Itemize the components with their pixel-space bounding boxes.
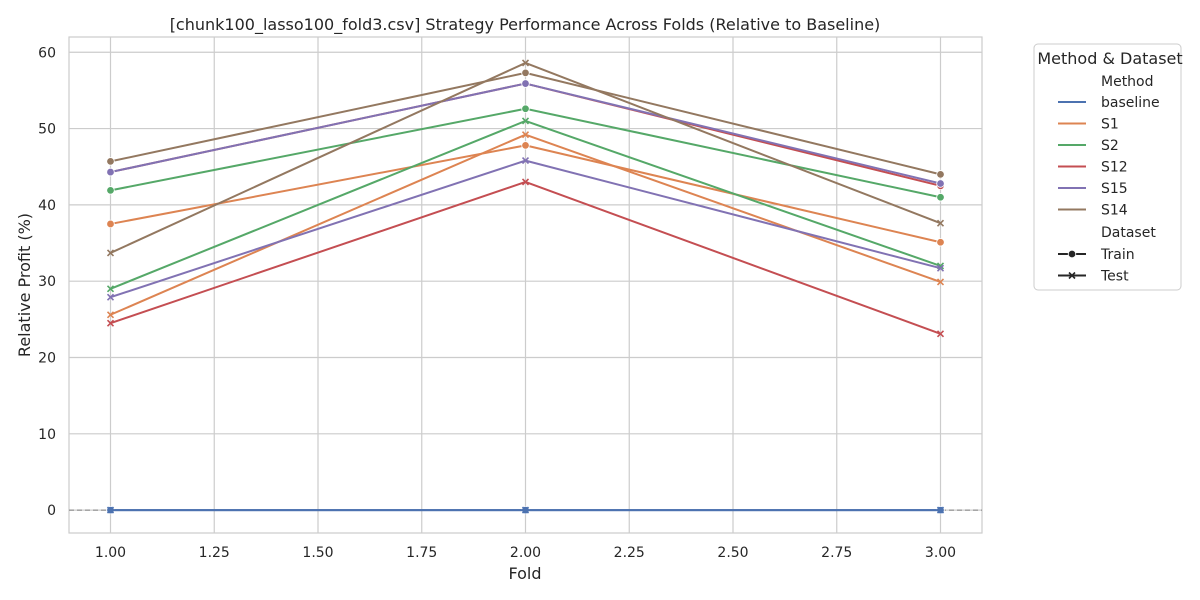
series: [106, 59, 945, 515]
data-point-x: [106, 319, 115, 327]
data-point-x: [936, 219, 945, 227]
series-s15-test: [106, 157, 945, 301]
y-tick-label: 60: [38, 45, 56, 61]
data-point-x: [106, 249, 115, 257]
x-tick-label: 1.00: [95, 545, 126, 561]
legend-box: [1033, 43, 1182, 291]
chart-title: [chunk100_lasso100_fold3.csv] Strategy P…: [170, 15, 881, 35]
x-tick-label: 2.00: [510, 545, 541, 561]
legend-item-s15: S15: [1058, 181, 1128, 197]
y-tick-label: 20: [38, 350, 56, 366]
data-point-circle: [106, 186, 115, 195]
series-s1-train: [106, 141, 945, 247]
legend-label: Test: [1100, 269, 1129, 285]
data-point-x: [521, 157, 530, 165]
data-point-x: [936, 278, 945, 286]
legend-label: S15: [1101, 181, 1128, 197]
data-point-circle: [106, 219, 115, 229]
data-point-circle: [936, 170, 945, 179]
x-axis-label: Fold: [508, 564, 541, 583]
legend-x-marker: [1068, 271, 1076, 280]
x-tick-label: 3.00: [925, 545, 956, 561]
x-tick-label: 1.50: [302, 545, 333, 561]
data-point-circle: [936, 238, 945, 247]
legend-dataset-header: Dataset: [1101, 225, 1156, 241]
y-tick-label: 40: [38, 198, 56, 214]
legend-item-s14: S14: [1058, 203, 1128, 219]
y-tick-label: 50: [38, 122, 56, 138]
legend-item-s12: S12: [1058, 160, 1128, 176]
data-point-circle: [936, 179, 945, 188]
y-tick-label: 10: [38, 427, 56, 443]
data-point-circle: [936, 193, 945, 202]
legend-method-header: Method: [1101, 74, 1154, 90]
legend-label: S12: [1101, 160, 1128, 176]
x-tick-label: 2.75: [821, 545, 852, 561]
legend-methods: baseline S1 S2 S12 S15 S14: [1058, 95, 1160, 219]
x-tick-label: 1.25: [199, 545, 230, 561]
data-point-circle: [106, 167, 115, 177]
series-s2-test: [106, 117, 945, 293]
legend: Method & Dataset Method baseline S1 S2 S12 S…: [1033, 43, 1183, 291]
y-axis-ticks: 0 10 20 30 40 50 60: [38, 45, 56, 519]
legend-title: Method & Dataset: [1037, 49, 1182, 68]
data-point-x: [936, 264, 945, 272]
series-s14-train: [106, 68, 945, 179]
legend-label: Train: [1100, 247, 1135, 263]
legend-item-baseline: baseline: [1058, 95, 1160, 111]
data-point-circle: [521, 79, 530, 88]
data-point-x: [106, 285, 115, 293]
data-point-x: [521, 131, 530, 139]
legend-label: baseline: [1101, 95, 1160, 111]
data-point-x: [106, 293, 115, 301]
series-s12-test: [106, 178, 945, 338]
data-point-x: [521, 117, 530, 125]
legend-item-s1: S1: [1058, 117, 1119, 133]
data-point-circle: [521, 104, 530, 113]
series-s14-test: [106, 59, 945, 257]
y-tick-label: 0: [47, 503, 56, 519]
x-axis-ticks: 1.00 1.25 1.50 1.75 2.00 2.25 2.50 2.75 3.00: [95, 545, 956, 561]
legend-item-s2: S2: [1058, 138, 1119, 154]
data-point-x: [521, 178, 530, 186]
series-s2-train: [106, 104, 945, 202]
x-tick-label: 2.25: [614, 545, 645, 561]
data-point-x: [106, 311, 115, 319]
legend-datasets: Train Test: [1058, 247, 1135, 285]
data-point-circle: [106, 157, 115, 166]
legend-item-train: Train: [1058, 247, 1135, 263]
legend-label: S2: [1101, 138, 1119, 154]
legend-label: S14: [1101, 203, 1128, 219]
data-point-x: [936, 506, 945, 514]
series-baseline-test: [106, 506, 945, 514]
data-point-x: [521, 506, 530, 514]
legend-item-test: Test: [1058, 269, 1129, 285]
data-point-circle: [521, 141, 530, 150]
x-tick-label: 1.75: [406, 545, 437, 561]
legend-label: S1: [1101, 117, 1119, 133]
data-point-x: [521, 59, 530, 67]
series-s15-train: [106, 79, 945, 188]
data-point-x: [106, 506, 115, 514]
data-point-x: [936, 330, 945, 338]
data-point-circle: [521, 68, 530, 78]
y-axis-label: Relative Profit (%): [15, 213, 34, 357]
x-tick-label: 2.50: [717, 545, 748, 561]
y-tick-label: 30: [38, 274, 56, 290]
legend-circle-marker: [1067, 249, 1077, 259]
